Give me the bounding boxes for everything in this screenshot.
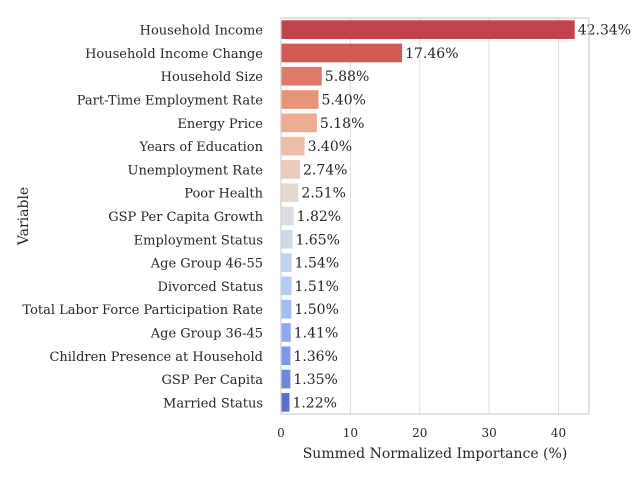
bar xyxy=(281,43,403,63)
x-tick-labels: 0 10 20 30 40 xyxy=(277,426,566,440)
bar xyxy=(281,20,575,39)
category-label: Age Group 46-55 xyxy=(150,257,263,272)
bar xyxy=(281,346,291,366)
data-label: 5.88% xyxy=(325,69,369,85)
bar xyxy=(281,253,292,272)
data-label: 1.35% xyxy=(293,372,337,388)
category-label: Divorced Status xyxy=(157,280,263,295)
category-label: GSP Per Capita xyxy=(161,373,263,388)
category-label: Age Group 36-45 xyxy=(150,326,263,341)
bar xyxy=(281,323,291,342)
category-label: Household Size xyxy=(161,70,264,85)
bar xyxy=(281,276,292,296)
category-label: Total Labor Force Participation Rate xyxy=(22,303,263,318)
data-label: 1.65% xyxy=(295,232,339,248)
category-label: Years of Education xyxy=(139,140,264,155)
plot-frame xyxy=(280,17,590,415)
data-label: 1.22% xyxy=(292,395,336,411)
x-tick-label: 30 xyxy=(481,426,496,440)
bar xyxy=(281,136,305,156)
data-label: 42.34% xyxy=(578,23,631,39)
category-label: Part-Time Employment Rate xyxy=(77,94,264,109)
data-label: 17.46% xyxy=(405,46,458,62)
bar xyxy=(281,183,299,203)
x-tick-label: 0 xyxy=(277,426,285,440)
bar xyxy=(281,229,293,249)
bar xyxy=(281,160,301,179)
data-label: 2.74% xyxy=(303,162,347,178)
category-label: Household Income xyxy=(140,24,264,39)
category-label: GSP Per Capita Growth xyxy=(108,210,263,225)
data-label: 5.18% xyxy=(320,116,364,132)
x-tick-label: 40 xyxy=(551,426,566,440)
data-labels: 42.34% 17.46% 5.88% 5.40% 5.18% 3.40% 2.74% 2.5… xyxy=(292,23,631,412)
bar xyxy=(281,206,294,226)
y-axis-label: Variable xyxy=(16,187,32,246)
category-label: Children Presence at Household xyxy=(49,350,263,365)
x-tick-label: 20 xyxy=(412,426,427,440)
bar xyxy=(281,66,322,86)
data-label: 1.41% xyxy=(294,325,338,341)
category-label: Married Status xyxy=(163,396,263,411)
category-label: Unemployment Rate xyxy=(127,163,263,178)
bar xyxy=(281,393,290,412)
data-label: 5.40% xyxy=(321,93,365,109)
data-label: 1.50% xyxy=(294,302,338,318)
bar xyxy=(281,299,292,319)
category-labels: Household Income Household Income Change H… xyxy=(22,24,263,412)
x-axis-label: Summed Normalized Importance (%) xyxy=(303,446,568,462)
bars xyxy=(281,20,575,412)
bar xyxy=(281,369,291,389)
bar xyxy=(281,90,319,109)
data-label: 1.51% xyxy=(294,279,338,295)
data-label: 3.40% xyxy=(308,139,352,155)
data-label: 1.54% xyxy=(295,256,339,272)
category-label: Household Income Change xyxy=(85,47,263,62)
data-label: 1.36% xyxy=(293,349,337,365)
category-label: Poor Health xyxy=(184,187,263,202)
bar xyxy=(281,113,317,133)
category-label: Employment Status xyxy=(134,233,263,248)
data-label: 1.82% xyxy=(297,209,341,225)
x-tick-label: 10 xyxy=(343,426,358,440)
category-label: Energy Price xyxy=(177,117,263,132)
data-label: 2.51% xyxy=(301,186,345,202)
